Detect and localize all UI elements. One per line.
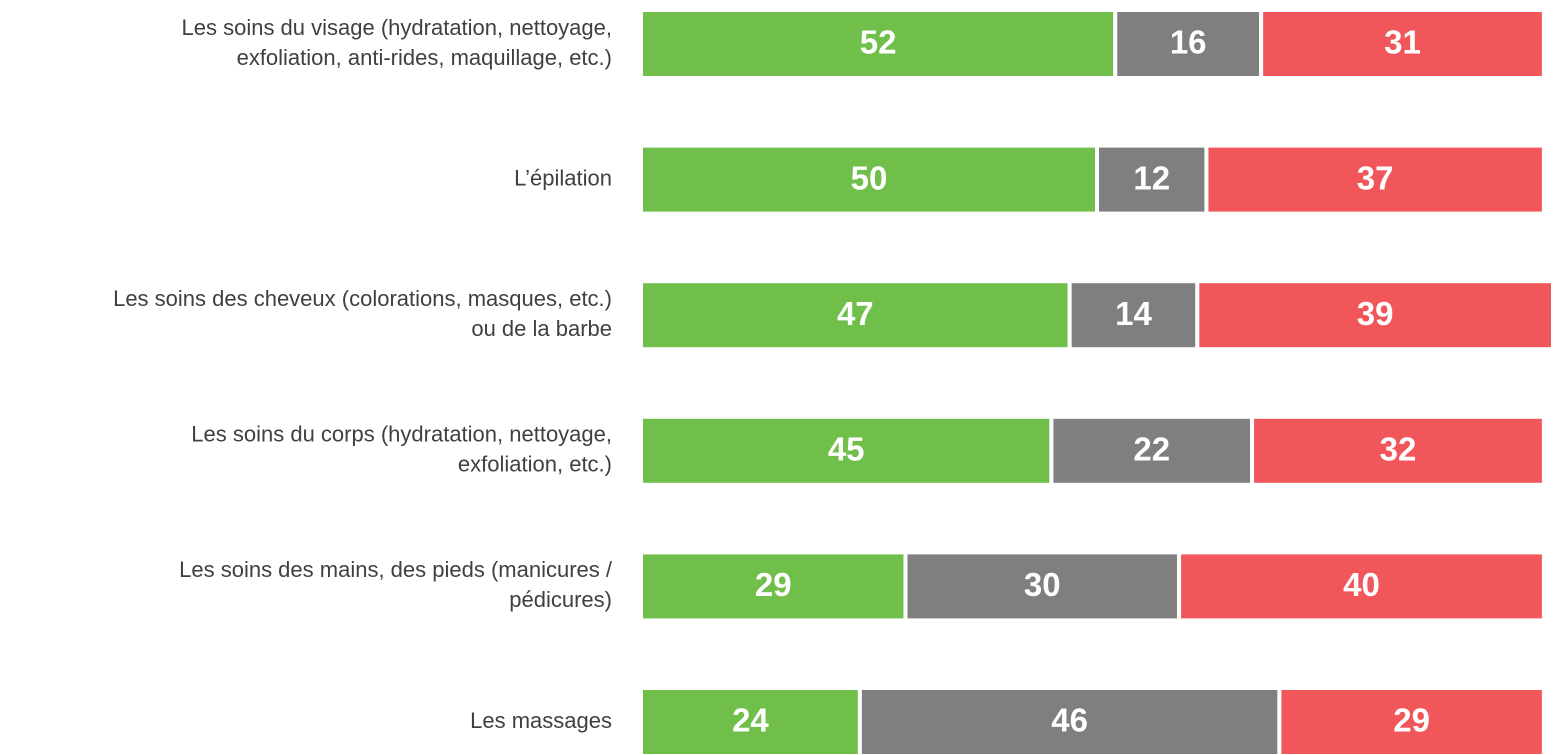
category-label: Les soins des cheveux (colorations, masq… — [113, 286, 612, 311]
bar-segment — [1277, 686, 1546, 755]
bar-segment — [1177, 550, 1546, 623]
bar-segment — [1204, 143, 1546, 216]
bar-segment — [1259, 8, 1546, 80]
value-label: 24 — [732, 702, 769, 739]
bar-segment — [1250, 414, 1546, 487]
value-label: 37 — [1357, 159, 1394, 196]
value-label: 29 — [1393, 702, 1430, 739]
value-label: 50 — [851, 159, 888, 196]
value-label: 39 — [1357, 295, 1394, 332]
value-label: 46 — [1051, 702, 1088, 739]
category-label: L’épilation — [514, 165, 612, 190]
value-label: 14 — [1115, 295, 1152, 332]
bar-segment — [1067, 279, 1200, 352]
category-label: Les soins du corps (hydratation, nettoya… — [191, 422, 612, 447]
bar-segment — [903, 550, 1182, 623]
bar-segment — [1113, 8, 1264, 80]
value-label: 22 — [1133, 431, 1170, 468]
category-label: exfoliation, anti-rides, maquillage, etc… — [237, 45, 612, 70]
bar-segment — [639, 686, 862, 755]
bar-segment — [1095, 143, 1209, 216]
category-label: pédicures) — [509, 587, 612, 612]
category-label: Les soins des mains, des pieds (manicure… — [179, 557, 613, 582]
value-label: 32 — [1380, 431, 1417, 468]
bar-segment — [1195, 279, 1553, 352]
value-label: 47 — [837, 295, 874, 332]
category-label: Les massages — [470, 708, 612, 733]
bar-segment — [639, 550, 908, 623]
value-label: 12 — [1133, 159, 1170, 196]
category-label: ou de la barbe — [471, 316, 612, 341]
value-label: 52 — [860, 24, 897, 61]
category-label: Les soins du visage (hydratation, nettoy… — [182, 15, 613, 40]
value-label: 30 — [1024, 566, 1061, 603]
bar-segment — [639, 8, 1118, 80]
bar-segment — [639, 414, 1054, 487]
value-label: 31 — [1384, 24, 1421, 61]
value-label: 40 — [1343, 566, 1380, 603]
category-label: exfoliation, etc.) — [458, 452, 612, 477]
value-label: 29 — [755, 566, 792, 603]
value-label: 45 — [828, 431, 865, 468]
value-label: 16 — [1170, 24, 1207, 61]
bar-segment — [639, 279, 1072, 352]
